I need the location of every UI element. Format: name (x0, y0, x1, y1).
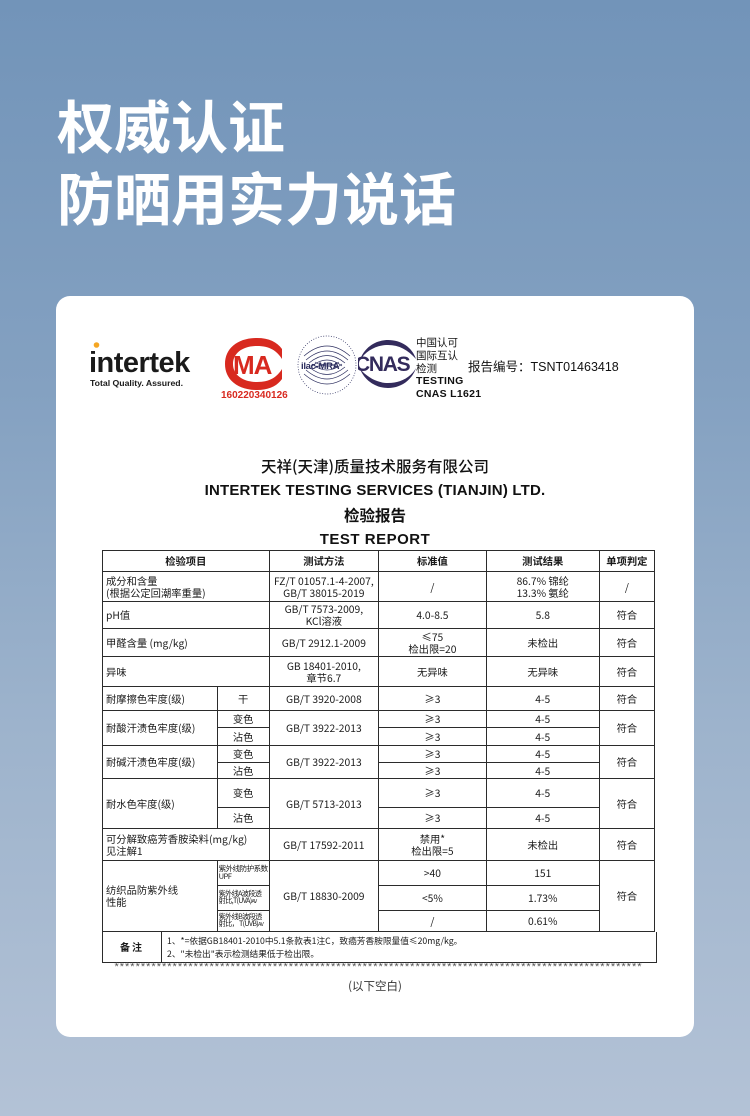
svg-text:MA: MA (233, 350, 273, 380)
svg-text:intertek: intertek (89, 347, 191, 379)
svg-text:Total Quality. Assured.: Total Quality. Assured. (90, 378, 183, 388)
svg-text:CNAS: CNAS (358, 353, 411, 376)
svg-text:ilac-MRA: ilac-MRA (301, 361, 340, 372)
